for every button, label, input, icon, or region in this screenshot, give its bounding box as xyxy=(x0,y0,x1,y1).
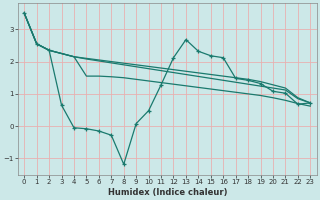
X-axis label: Humidex (Indice chaleur): Humidex (Indice chaleur) xyxy=(108,188,227,197)
